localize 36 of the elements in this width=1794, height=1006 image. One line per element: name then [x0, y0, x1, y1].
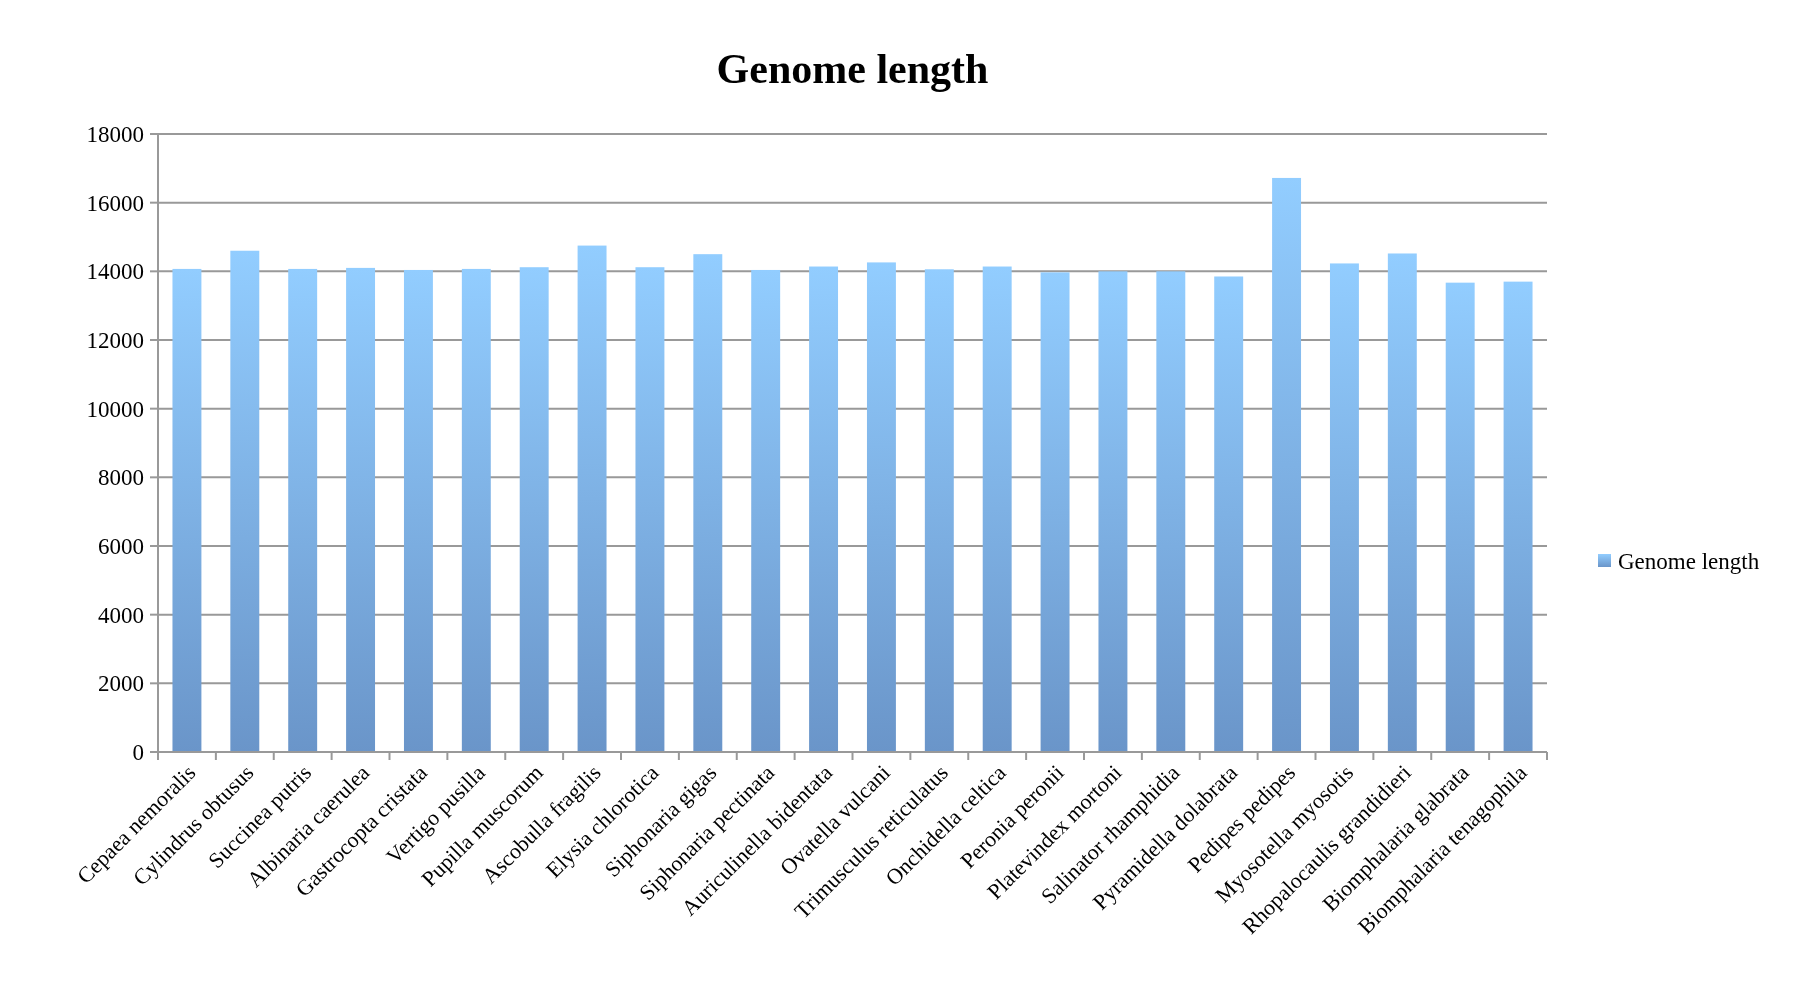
bar — [403, 269, 433, 752]
bar — [1214, 276, 1244, 752]
bar — [751, 269, 781, 752]
bar — [461, 268, 491, 752]
bar — [1445, 282, 1475, 752]
bar — [1329, 263, 1359, 752]
bar — [924, 269, 954, 752]
bar — [693, 254, 723, 752]
bar — [1098, 271, 1128, 752]
y-tick-label: 18000 — [86, 122, 144, 148]
bar — [172, 268, 202, 752]
bar — [288, 268, 318, 752]
bar — [230, 250, 260, 752]
bar — [809, 266, 839, 752]
chart-title: Genome length — [716, 46, 989, 92]
bar — [982, 266, 1012, 752]
bar — [1156, 271, 1186, 752]
y-tick-label: 8000 — [98, 465, 144, 491]
bar — [577, 245, 607, 752]
y-tick-label: 12000 — [86, 328, 144, 354]
bar — [1272, 177, 1302, 752]
bar — [1040, 272, 1070, 752]
y-tick-label: 6000 — [98, 534, 144, 560]
y-tick-label: 16000 — [86, 190, 144, 216]
legend-label: Genome length — [1618, 549, 1760, 575]
y-tick-label: 14000 — [86, 259, 144, 285]
bar — [346, 267, 376, 752]
y-tick-label: 0 — [132, 740, 144, 766]
bar — [866, 262, 896, 752]
bar — [1503, 281, 1533, 752]
y-tick-label: 2000 — [98, 671, 144, 697]
bar — [635, 267, 665, 752]
bar — [519, 267, 549, 752]
bar — [1387, 253, 1417, 752]
y-tick-label: 10000 — [86, 396, 144, 422]
y-tick-label: 4000 — [98, 602, 144, 628]
